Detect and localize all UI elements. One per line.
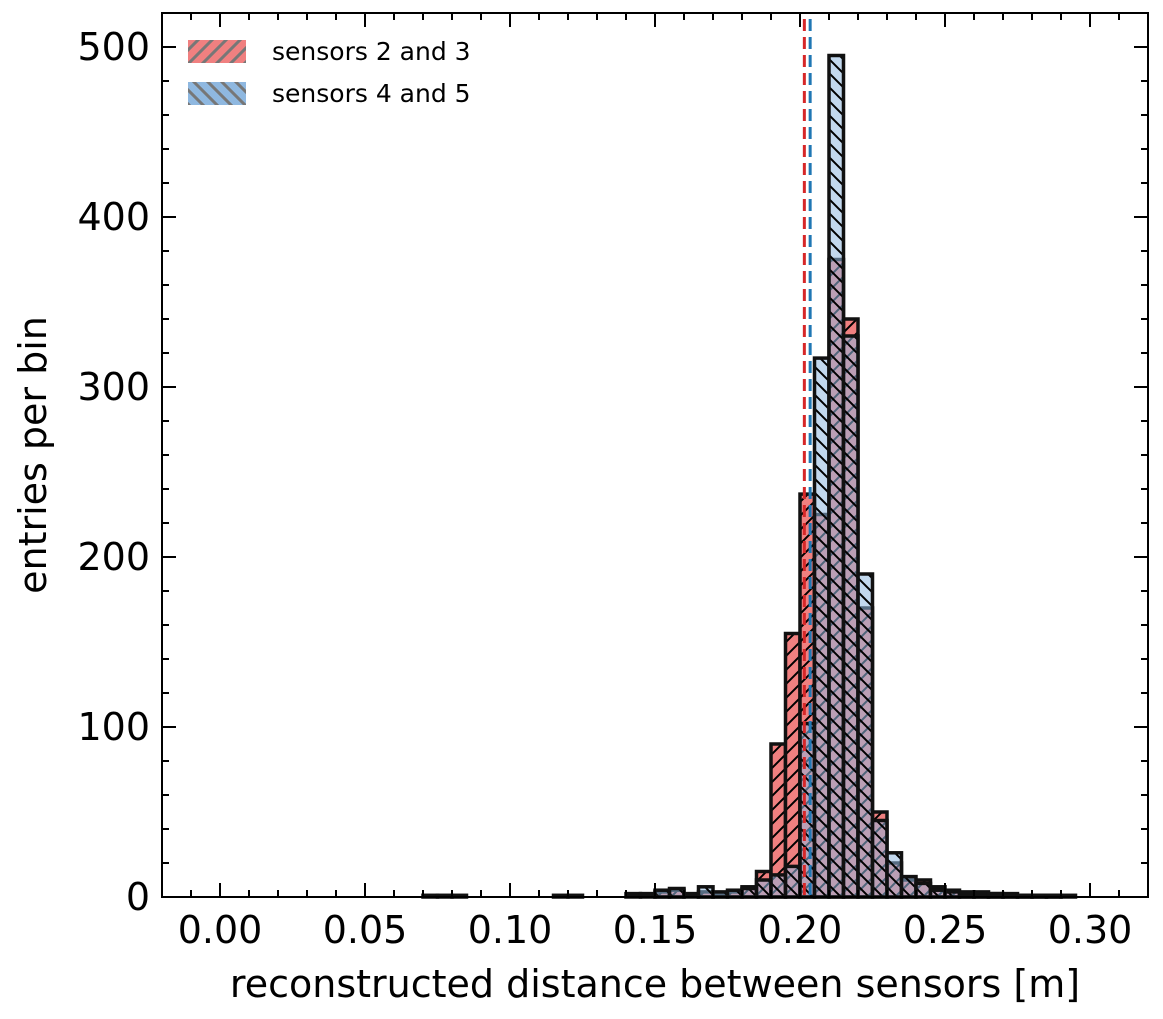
y-tick-label: 100 <box>77 705 150 749</box>
x-tick-label: 0.15 <box>613 908 698 952</box>
bar-hatch <box>669 888 684 897</box>
bar-hatch <box>930 890 945 897</box>
legend-item-sensors-4-5: sensors 4 and 5 <box>188 79 471 108</box>
bar-hatch <box>945 891 960 897</box>
bar-hatch <box>655 890 670 897</box>
bar-hatch <box>829 55 844 897</box>
legend-label-sensors-2-3: sensors 2 and 3 <box>272 37 471 66</box>
bar-hatch <box>742 888 757 897</box>
bar-hatch <box>698 886 713 897</box>
y-tick-label: 300 <box>77 365 150 409</box>
bar-hatch <box>916 883 931 897</box>
x-tick-label: 0.00 <box>178 908 263 952</box>
bar-hatch <box>887 852 902 897</box>
x-axis-label: reconstructed distance between sensors [… <box>230 962 1080 1006</box>
bar-hatch <box>727 890 742 897</box>
x-tick-label: 0.05 <box>323 908 408 952</box>
reference-lines <box>802 19 812 897</box>
y-tick-label: 200 <box>77 535 150 579</box>
histogram-series <box>421 53 1078 899</box>
series-2 <box>435 53 1063 899</box>
bar-hatch <box>771 744 786 897</box>
legend: sensors 2 and 3 sensors 4 and 5 <box>188 37 471 108</box>
axis-ticks <box>162 12 1148 898</box>
bar-hatch <box>800 723 815 897</box>
legend-label-sensors-4-5: sensors 4 and 5 <box>272 79 471 108</box>
bar-hatch <box>843 336 858 897</box>
legend-swatch-hatch-sensors-2-3 <box>188 40 246 63</box>
y-tick-label: 500 <box>77 25 150 69</box>
bar-hatch <box>713 891 728 897</box>
bar-hatch <box>872 820 887 897</box>
y-tick-label: 0 <box>126 875 150 919</box>
plot-frame <box>161 12 1149 898</box>
series-1 <box>421 257 1078 899</box>
y-tick-label: 400 <box>77 195 150 239</box>
y-tick-labels: 0 100 200 300 400 500 <box>77 25 150 919</box>
y-axis-label: entries per bin <box>11 316 55 594</box>
x-tick-label: 0.30 <box>1048 908 1133 952</box>
x-tick-label: 0.20 <box>758 908 843 952</box>
bar-hatch <box>756 880 771 897</box>
bar-hatch <box>901 876 916 897</box>
legend-swatch-hatch-sensors-4-5 <box>188 82 246 105</box>
legend-item-sensors-2-3: sensors 2 and 3 <box>188 37 471 66</box>
x-tick-label: 0.10 <box>468 908 553 952</box>
bar-hatch <box>785 633 800 897</box>
bar-hatch <box>785 866 800 897</box>
bar-hatch <box>858 574 873 897</box>
bar-hatch <box>814 358 829 898</box>
x-tick-labels: 0.00 0.05 0.10 0.15 0.20 0.25 0.30 <box>178 908 1133 952</box>
bar-hatch <box>771 874 786 897</box>
x-tick-label: 0.25 <box>903 908 988 952</box>
